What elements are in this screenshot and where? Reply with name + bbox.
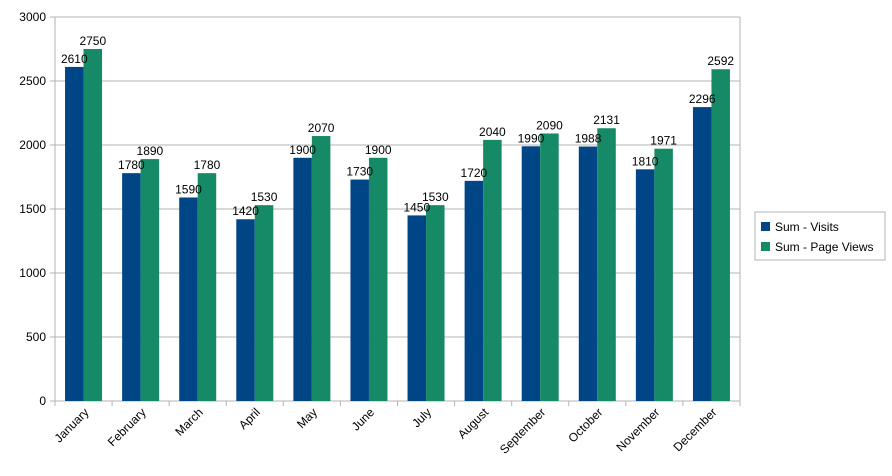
- bar-visits-june: [350, 179, 369, 401]
- bar-page-views-december: [711, 69, 730, 401]
- data-label: 1971: [650, 134, 677, 148]
- x-axis-tick-labels: January February March April May June July Augu…: [52, 405, 720, 457]
- bar-page-views-october: [597, 128, 616, 401]
- data-label: 1780: [118, 158, 145, 172]
- bar-page-views-september: [540, 133, 559, 402]
- legend-box: [754, 211, 886, 261]
- bar-visits-october: [578, 146, 598, 401]
- data-label: 1780: [194, 158, 221, 172]
- bar-visits-april: [236, 219, 255, 401]
- legend: Sum - Visits Sum - Page Views: [754, 211, 886, 261]
- data-label: 1530: [251, 190, 278, 204]
- x-tick-label: August: [455, 405, 492, 442]
- y-tick-label: 1000: [19, 266, 46, 280]
- x-tick-label: July: [409, 405, 434, 430]
- data-label: 2070: [308, 121, 335, 135]
- y-tick-label: 2000: [19, 138, 46, 152]
- legend-swatch: [761, 222, 770, 231]
- y-tick-label: 0: [39, 394, 46, 408]
- legend-label: Sum - Visits: [775, 220, 839, 234]
- data-label: 2610: [61, 52, 88, 66]
- x-tick-label: February: [105, 405, 149, 449]
- y-axis-tick-labels: 0 500 1000 1500 2000 2500 3000: [19, 10, 46, 408]
- bar-page-views-march: [197, 173, 217, 401]
- bar-visits-february: [122, 173, 141, 401]
- bar-page-views-february: [140, 159, 160, 401]
- data-label: 1900: [289, 143, 316, 157]
- data-label: 1900: [365, 143, 392, 157]
- bar-page-views-may: [311, 136, 331, 402]
- y-tick-label: 2500: [19, 74, 46, 88]
- bar-page-views-august: [483, 139, 502, 401]
- bar-page-views-april: [254, 205, 274, 401]
- bar-visits-december: [692, 107, 712, 401]
- legend-swatch: [761, 242, 770, 251]
- bar-page-views-november: [654, 148, 673, 401]
- data-label: 1988: [575, 132, 602, 146]
- data-label: 1450: [403, 200, 430, 214]
- bar-visits-may: [293, 157, 312, 401]
- bar-visits-january: [65, 66, 84, 402]
- x-tick-label: March: [172, 405, 205, 438]
- data-label: 2131: [593, 113, 620, 127]
- data-label: 2090: [536, 118, 563, 132]
- data-label: 1990: [518, 131, 545, 145]
- data-label: 1890: [137, 144, 164, 158]
- data-label: 1720: [461, 166, 488, 180]
- x-tick-label: November: [613, 405, 662, 454]
- x-tick-label: December: [671, 405, 720, 454]
- data-label: 2592: [707, 54, 734, 68]
- y-tick-label: 3000: [19, 10, 46, 24]
- data-label: 2296: [689, 92, 716, 106]
- gridlines: [50, 16, 741, 406]
- bar-page-views-june: [368, 157, 388, 401]
- x-tick-label: June: [349, 405, 378, 434]
- bar-visits-september: [521, 146, 541, 401]
- y-tick-label: 500: [26, 330, 46, 344]
- data-labels: 2610275017801890159017801420153019002070…: [61, 34, 734, 218]
- legend-label: Sum - Page Views: [775, 240, 874, 254]
- bar-visits-november: [635, 169, 655, 401]
- data-label: 1420: [232, 204, 259, 218]
- x-tick-label: September: [497, 405, 548, 456]
- data-label: 1530: [422, 190, 449, 204]
- bar-page-views-july: [426, 205, 445, 401]
- bar-visits-august: [464, 180, 484, 401]
- y-tick-label: 1500: [19, 202, 46, 216]
- x-tick-label: October: [565, 405, 605, 445]
- data-label: 1730: [346, 165, 373, 179]
- data-label: 2040: [479, 125, 506, 139]
- data-label: 2750: [79, 34, 106, 48]
- x-tick-label: May: [294, 405, 320, 431]
- bars: [65, 49, 730, 402]
- data-label: 1810: [632, 154, 659, 168]
- bar-visits-july: [407, 215, 427, 401]
- x-tick-label: April: [236, 405, 263, 432]
- bar-page-views-january: [83, 49, 103, 401]
- bar-visits-march: [179, 197, 198, 401]
- data-label: 1590: [175, 182, 202, 196]
- x-tick-label: January: [52, 405, 92, 445]
